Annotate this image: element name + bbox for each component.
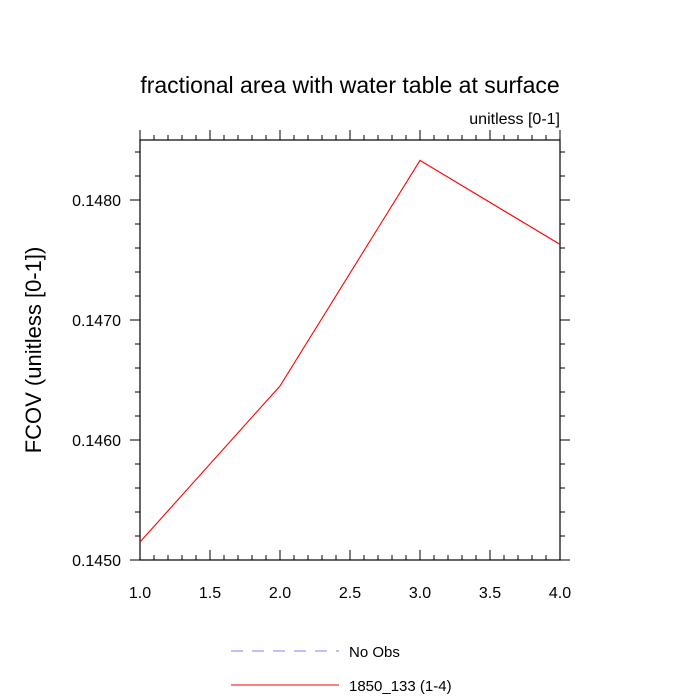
- y-axis-label: FCOV (unitless [0-1]): [21, 247, 46, 454]
- y-tick-labels: 0.1450 0.1460 0.1470 0.1480: [72, 193, 121, 570]
- x-tick-label: 4.0: [549, 585, 571, 602]
- x-tick-label: 2.0: [269, 585, 291, 602]
- x-tick-label: 3.0: [409, 585, 431, 602]
- x-tick-labels: 1.0 1.5 2.0 2.5 3.0 3.5 4.0: [129, 585, 571, 602]
- plot-frame: [139, 139, 561, 561]
- x-tick-label: 1.5: [199, 585, 221, 602]
- legend-label: 1850_133 (1-4): [349, 678, 452, 695]
- legend: No Obs 1850_133 (1-4): [231, 644, 452, 695]
- series-layer: [139, 159, 561, 543]
- x-tick-label: 3.5: [479, 585, 501, 602]
- y-tick-label: 0.1480: [72, 193, 121, 210]
- axis-ticks: [130, 130, 570, 561]
- x-tick-label: 1.0: [129, 585, 151, 602]
- chart-subtitle: unitless [0-1]: [469, 111, 560, 128]
- y-tick-label: 0.1450: [72, 553, 121, 570]
- y-tick-label: 0.1460: [72, 433, 121, 450]
- legend-label: No Obs: [349, 644, 400, 661]
- chart-title: fractional area with water table at surf…: [140, 72, 559, 98]
- series-line: [139, 159, 561, 543]
- x-tick-label: 2.5: [339, 585, 361, 602]
- y-tick-label: 0.1470: [72, 313, 121, 330]
